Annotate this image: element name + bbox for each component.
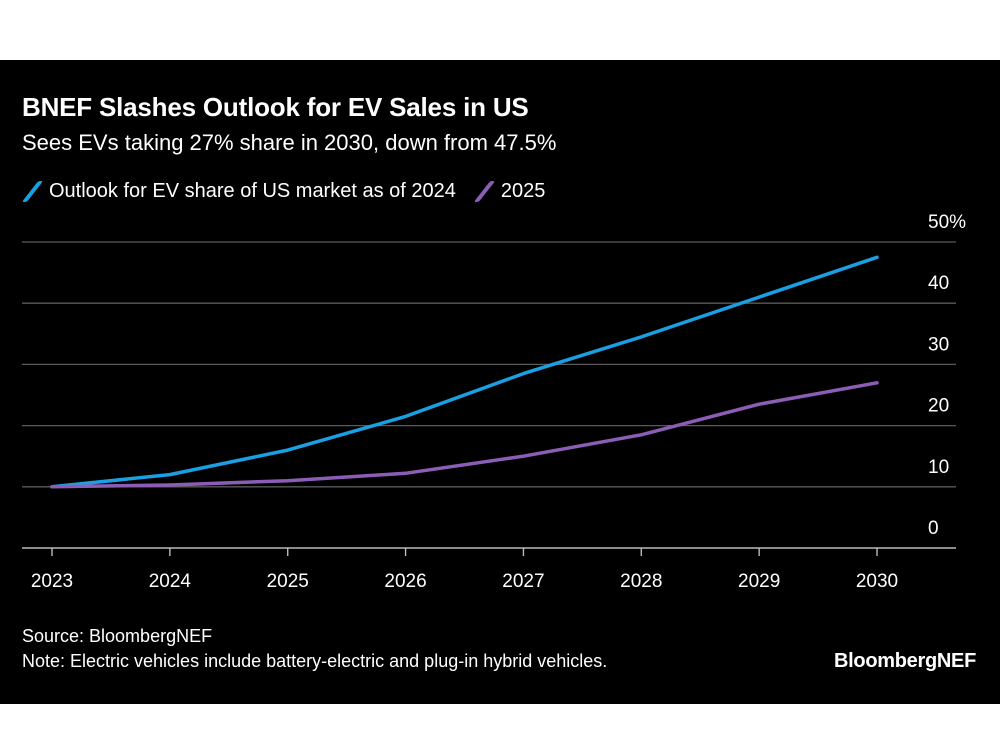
x-tick-label-2026: 2026 <box>384 571 426 592</box>
chart-panel: BNEF Slashes Outlook for EV Sales in US … <box>0 60 1000 704</box>
x-tick-label-2030: 2030 <box>856 571 898 592</box>
footnote: Note: Electric vehicles include battery-… <box>22 651 608 671</box>
y-tick-label-10: 10 <box>928 457 949 478</box>
source-note: Source: BloombergNEF <box>22 626 213 646</box>
x-tick-label-2029: 2029 <box>738 571 780 592</box>
y-tick-label-30: 30 <box>928 334 949 355</box>
y-tick-label-20: 20 <box>928 396 949 417</box>
y-tick-label-40: 40 <box>928 273 949 294</box>
brand-logo: BloombergNEF <box>834 650 976 672</box>
series-line-2024-outlook <box>50 255 879 489</box>
x-tick-label-2028: 2028 <box>620 571 662 592</box>
legend: Outlook for EV share of US market as of … <box>21 180 563 203</box>
series-line-2025-outlook <box>50 381 879 489</box>
x-tick-label-2025: 2025 <box>267 571 309 592</box>
legend-label-2024: Outlook for EV share of US market as of … <box>49 180 456 202</box>
legend-item-2024: Outlook for EV share of US market as of … <box>21 180 456 203</box>
x-tick-label-2027: 2027 <box>502 571 544 592</box>
y-tick-label-50: 50% <box>928 212 966 233</box>
chart-subtitle: Sees EVs taking 27% share in 2030, down … <box>22 130 557 155</box>
legend-label-2025: 2025 <box>500 180 546 202</box>
chart-title: BNEF Slashes Outlook for EV Sales in US <box>22 92 529 122</box>
x-tick-label-2024: 2024 <box>149 571 192 592</box>
y-tick-label-0: 0 <box>928 518 939 539</box>
legend-item-2025: 2025 <box>473 180 546 203</box>
x-tick-label-2023: 2023 <box>31 571 73 592</box>
